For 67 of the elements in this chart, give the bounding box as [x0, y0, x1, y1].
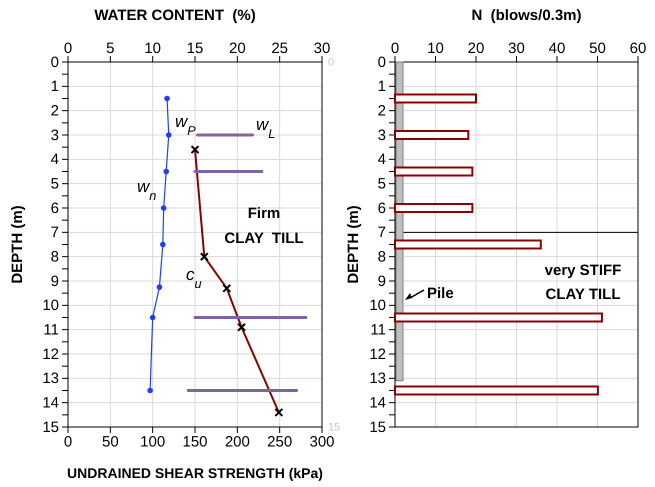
x2-tick-label: 50: [589, 40, 606, 57]
y-tick-label: 7: [378, 224, 386, 242]
annotation: CLAY TILL: [545, 286, 621, 303]
annotation: w$_{P}$: [175, 112, 196, 138]
y-tick-label: 4: [50, 151, 59, 168]
x2-tick-label: 15: [186, 40, 204, 57]
x-tick-label: 150: [182, 434, 208, 451]
y-tick-label: 4: [378, 151, 386, 168]
x2-tick-label: 0: [64, 40, 72, 57]
y-tick-label: 1: [50, 78, 59, 96]
y-tick-label: 2: [378, 102, 386, 120]
x2-tick-label: 20: [468, 40, 484, 57]
y-tick-label: 14: [369, 394, 386, 412]
x2-tick-label: 30: [314, 40, 330, 57]
y-axis-title: DEPTH (m): [345, 205, 362, 284]
y-tick-label: 5: [50, 175, 59, 192]
x2-axis-title: WATER CONTENT (%): [94, 7, 256, 24]
y-tick-label: 14: [42, 394, 59, 412]
x-axis-title: UNDRAINED SHEAR STRENGTH (kPa): [67, 465, 323, 481]
x2-tick-label: 10: [144, 40, 162, 57]
x2-tick-label: 25: [271, 40, 288, 57]
y-axis-title: DEPTH (m): [9, 205, 26, 284]
annotation: Pile: [427, 285, 454, 302]
y-tick-label: 11: [370, 321, 386, 338]
x2-axis-title: N (blows/0.3m): [471, 7, 582, 24]
y-tick-label: 3: [378, 126, 386, 144]
x2-tick-label: 40: [548, 40, 566, 57]
x-tick-label: 250: [267, 434, 292, 451]
x2-tick-label: 30: [508, 40, 525, 57]
y-tick-label: 0: [378, 54, 386, 71]
x2-tick-label: 5: [106, 40, 115, 57]
x-tick-label: 300: [309, 434, 335, 451]
x2-tick-label: 60: [630, 40, 646, 57]
y-tick-label: 6: [50, 200, 59, 217]
y-tick-label: 13: [369, 370, 386, 388]
y-tick-label: 8: [50, 248, 59, 266]
y-tick-label: 8: [378, 248, 386, 266]
y-tick-label: 7: [50, 224, 59, 242]
y-tick-label: 10: [42, 297, 59, 314]
x-tick-label: 0: [64, 434, 72, 451]
x-tick-label: 200: [224, 434, 250, 451]
y-tick-label: 6: [378, 200, 386, 217]
y-tick-label: 9: [50, 272, 59, 290]
y-tick-label: 15: [369, 418, 386, 436]
y-tick-label: 1: [378, 78, 386, 96]
series-label: w$_{n}$: [137, 177, 156, 202]
annotation: CLAY TILL: [224, 230, 304, 247]
x2-tick-label: 10: [427, 40, 444, 57]
y-tick-label: 2: [50, 102, 59, 120]
y-tick-label: 9: [378, 272, 386, 290]
x-tick-label: 100: [140, 434, 166, 451]
series-label: c$_{u}$: [186, 265, 202, 290]
y-tick-label: 12: [369, 346, 386, 363]
y-tick-label: 5: [378, 175, 386, 192]
y-tick-label: 3: [50, 126, 59, 144]
annotation: w$_{L}$: [256, 115, 276, 140]
x-tick-label: 50: [102, 434, 119, 451]
x2-tick-label: 0: [390, 40, 400, 57]
y-tick-label: 11: [43, 321, 59, 338]
y-tick-label: 0: [50, 54, 59, 71]
y-tick-label: 12: [42, 346, 59, 363]
y-tick-label: 15: [42, 418, 59, 436]
y-tick-label: 10: [369, 297, 386, 314]
annotation: Firm: [248, 205, 280, 222]
annotation: very STIFF: [544, 262, 622, 279]
x2-tick-label: 20: [228, 40, 246, 57]
y-tick-label: 13: [42, 370, 59, 388]
